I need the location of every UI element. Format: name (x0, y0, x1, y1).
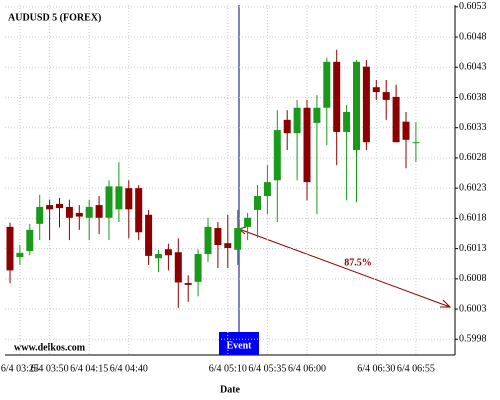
chart-title: AUDUSD 5 (FOREX) (8, 12, 101, 23)
arrow-head (440, 299, 452, 308)
candle-body (85, 206, 93, 218)
candle-body (36, 206, 44, 224)
y-tick-label: 0.6013 (459, 243, 487, 254)
candle-body (75, 212, 83, 217)
candle-body (105, 186, 113, 218)
candle-body (263, 182, 271, 197)
candle-body (313, 107, 321, 123)
y-tick-label: 0.6008 (459, 273, 487, 284)
y-tick-label: 0.6028 (459, 152, 487, 163)
candle-body (164, 249, 172, 256)
y-tick-label: 0.6023 (459, 182, 487, 193)
candle-body (16, 252, 24, 258)
candle-body (343, 111, 351, 132)
candle-body (6, 226, 14, 271)
candle-body (303, 107, 311, 183)
forecast-arrow (238, 228, 451, 308)
x-tick-label: 6/4 05:35 (248, 363, 286, 374)
candle-body (115, 186, 123, 210)
candle-body (402, 121, 410, 140)
candle-body (46, 205, 54, 210)
candle-body (392, 96, 400, 143)
x-tick-label: 6/4 03:50 (31, 363, 69, 374)
candle-body (204, 226, 212, 255)
candle-body (333, 61, 341, 132)
candle-body (382, 92, 390, 100)
x-tick-label: 6/4 05:10 (209, 363, 247, 374)
candle-body (353, 61, 360, 151)
y-tick-label: 0.6038 (459, 92, 487, 103)
event-label: Event (227, 340, 253, 351)
y-tick-label: 0.6033 (459, 122, 487, 133)
y-tick-label: 0.6003 (459, 303, 487, 314)
candle-body (145, 214, 153, 256)
candle-body (244, 217, 252, 227)
candle-body (65, 206, 73, 218)
x-axis-title: Date (220, 384, 241, 395)
candle-body (254, 196, 261, 210)
candle-body (135, 188, 143, 233)
candle-body (26, 229, 34, 252)
x-tick-label: 6/4 04:15 (70, 363, 108, 374)
candle-body (283, 119, 291, 134)
x-tick-label: 6/4 06:00 (288, 363, 326, 374)
y-tick-label: 0.6053 (459, 1, 487, 12)
forecast-label: 87.5% (344, 257, 372, 268)
candle-body (214, 228, 222, 245)
candle-body (273, 130, 281, 181)
candle-body (56, 203, 63, 209)
plot: 0.5998 0.6003 0.6008 0.6013 0.6018 0.6023 0.60… (1, 1, 487, 374)
candle-body (95, 205, 103, 218)
candle-body (323, 61, 331, 108)
y-tick-label: 0.5998 (459, 334, 487, 345)
candle-body (125, 188, 133, 210)
x-tick-label: 6/4 06:55 (397, 363, 435, 374)
event-box (219, 332, 259, 355)
candle-body (155, 254, 162, 259)
x-tick-label: 6/4 03:25 (1, 363, 39, 374)
candle-body (362, 66, 370, 143)
candle-body (412, 142, 420, 144)
candle-body (234, 228, 242, 250)
candle-body (174, 252, 182, 283)
candle-body (194, 254, 202, 282)
y-tick-label: 0.6048 (459, 31, 487, 42)
x-tick-label: 6/4 04:40 (110, 363, 148, 374)
y-tick-label: 0.6043 (459, 62, 487, 73)
y-tick-label: 0.6018 (459, 213, 487, 224)
x-tick-label: 6/4 06:30 (357, 363, 395, 374)
candle-body (224, 243, 232, 249)
candle-body (293, 107, 301, 134)
candle-body (372, 87, 380, 93)
candle-body (184, 283, 192, 285)
